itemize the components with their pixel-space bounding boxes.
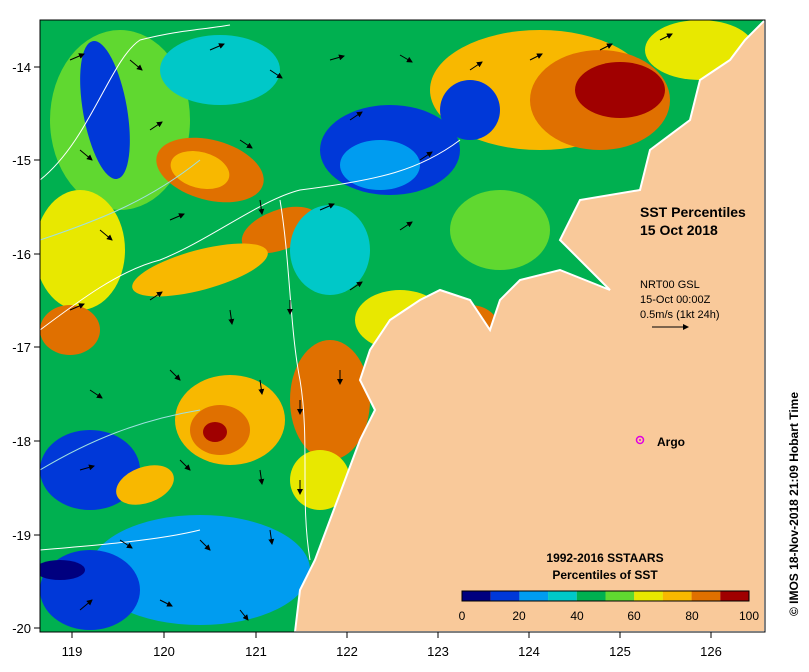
current-source-label: NRT00 GSL [640,279,700,291]
y-tick-label: -16 [12,247,31,262]
colorbar-swatch [605,591,635,601]
colorbar-tick-label: 0 [459,609,466,623]
colorbar-swatch [720,591,749,601]
colorbar-swatch [548,591,577,601]
argo-label: Argo [657,435,685,449]
argo-marker-icon [635,435,645,445]
colorbar-swatch [662,591,692,601]
y-tick-label: -20 [12,621,31,636]
plot-frame [39,19,766,633]
y-tick-label: -14 [12,60,31,75]
x-tick-label: 120 [153,644,175,659]
x-tick-label: 123 [427,644,449,659]
y-tick-label: -18 [12,434,31,449]
x-tick-label: 121 [245,644,267,659]
colorbar-swatch [691,591,721,601]
colorbar-swatch [576,591,606,601]
colorbar-swatch [634,591,663,601]
x-tick-label: 124 [518,644,540,659]
current-vectors [69,33,673,621]
colorbar-tick-label: 60 [627,609,641,623]
colorbar-tick-label: 20 [512,609,526,623]
colorbar-swatch [462,591,491,601]
x-tick-label: 122 [336,644,358,659]
map-title: SST Percentiles [640,204,746,220]
current-scale-label: 0.5m/s (1kt 24h) [640,309,719,321]
colorbar-tick-label: 80 [685,609,699,623]
x-axis [71,632,712,638]
colorbar-tick-label: 40 [570,609,584,623]
colorbar [462,591,749,601]
x-tick-label: 126 [700,644,722,659]
y-axis [34,66,40,629]
y-tick-label: -15 [12,153,31,168]
bathymetry-contours [40,24,461,561]
x-tick-label: 125 [609,644,631,659]
y-tick-label: -17 [12,340,31,355]
y-tick-label: -19 [12,528,31,543]
x-tick-label: 119 [62,644,83,659]
colorbar-subtitle: Percentiles of SST [552,568,658,582]
colorbar-title: 1992-2016 SSTAARS [546,551,663,565]
colorbar-frame [461,590,750,602]
colorbar-swatch [490,591,520,601]
colorbar-swatch [519,591,549,601]
current-time-label: 15-Oct 00:00Z [640,294,711,306]
land-australia [293,20,765,632]
colorbar-tick-label: 100 [739,609,759,623]
map-date: 15 Oct 2018 [640,222,718,238]
credit-label: © IMOS 18-Nov-2018 21:09 Hobart Time [787,392,801,616]
